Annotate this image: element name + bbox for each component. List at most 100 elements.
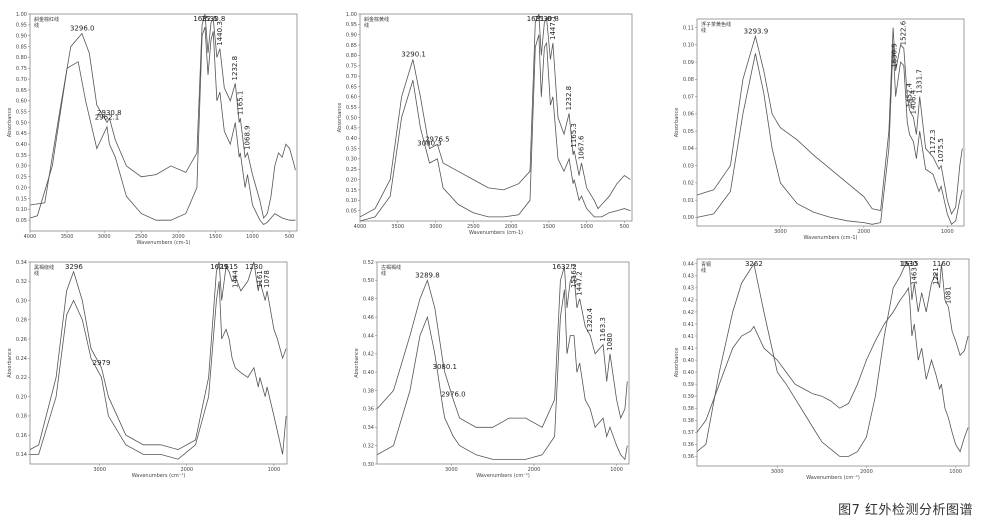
y-tick-label: 0.25	[346, 167, 357, 173]
y-tick-label: 0.50	[16, 120, 27, 126]
y-tick-label: 0.32	[16, 279, 27, 285]
peak-label: 1163.3	[599, 317, 607, 342]
y-tick-label: 0.35	[16, 153, 27, 159]
peak-label: 2962.1	[95, 114, 120, 122]
y-tick-label: 0.22	[16, 375, 27, 381]
y-tick-label: 0.04	[683, 146, 694, 152]
peak-label: 1530.8	[534, 15, 559, 23]
y-tick-label: 0.01	[683, 198, 694, 204]
y-tick-label: 0.09	[683, 60, 694, 66]
chart-title: 斜金棕黄线线	[364, 16, 389, 29]
peak-label: 3080.3	[417, 140, 442, 148]
spectrum-line-2	[697, 286, 969, 453]
x-tick-label: 2000	[172, 234, 185, 240]
spectrum-chart-6: 0.36 0.36 0.37 0.38 0.38 0.39 0.39 0.40 0.40 0.41…	[674, 258, 970, 481]
plot-frame	[29, 13, 298, 232]
y-tick-label: 0.55	[16, 109, 27, 115]
peak-label: 3290.1	[401, 51, 426, 59]
peak-label: 1232.8	[565, 86, 573, 111]
peak-label: 3293.9	[744, 27, 769, 35]
y-tick-label: 0.65	[346, 84, 357, 90]
x-tick-label: 3500	[61, 234, 74, 240]
peak-label: 1452.4	[906, 82, 914, 107]
y-tick-label: 0.32	[363, 443, 374, 449]
y-tick-label: 0.60	[346, 95, 357, 101]
x-tick-label: 1500	[209, 234, 222, 240]
peak-label: 2976.0	[441, 391, 466, 399]
y-tick-label: 0.39	[683, 382, 694, 388]
peak-label: 1068.9	[243, 125, 251, 150]
y-tick-label: 0.15	[16, 196, 27, 202]
peak-label: 1160	[932, 260, 950, 268]
peak-label: 2976.5	[425, 135, 450, 143]
plot-frame	[359, 13, 633, 222]
y-tick-label: 0.30	[346, 157, 357, 163]
y-tick-label: 0.18	[16, 414, 27, 420]
peak-label: 1632.5	[193, 15, 218, 23]
spectrum-line-2	[377, 289, 628, 461]
x-tick-label: 2000	[180, 467, 193, 473]
y-tick-label: 0.43	[683, 274, 694, 280]
x-axis-label: Wavenumbers (cm⁻¹)	[132, 473, 186, 479]
y-tick-label: 0.48	[363, 297, 374, 303]
y-tick-label: 0.24	[16, 356, 27, 362]
plot-frame	[696, 258, 970, 467]
peak-label: 1516.7	[570, 264, 578, 289]
x-tick-label: 1000	[941, 229, 954, 235]
x-axis-label: Wavenumbers (cm-1)	[469, 230, 523, 236]
peak-label: 1515	[901, 260, 919, 268]
peak-label: 1078	[263, 270, 271, 288]
y-tick-label: 0.75	[16, 66, 27, 72]
y-tick-label: 0.80	[16, 55, 27, 61]
y-tick-label: 0.30	[363, 462, 374, 468]
y-axis-label: Absorbance	[354, 348, 360, 378]
spectrum-line-1	[377, 266, 628, 428]
spectrum-panel-1: 0.05 0.10 0.15 0.20 0.25 0.30 0.35 0.40 0.45 0.50…	[6, 10, 301, 246]
y-tick-label: 0.06	[683, 112, 694, 118]
y-tick-label: 0.16	[16, 433, 27, 439]
peak-label: 1530.8	[201, 15, 226, 23]
peak-label: 1522.6	[900, 20, 908, 45]
y-tick-label: 0.42	[683, 310, 694, 316]
y-tick-label: 0.50	[363, 278, 374, 284]
x-tick-label: 2000	[528, 467, 541, 473]
chart-title: 黑褐绕线线	[34, 264, 54, 277]
spectrum-line-1	[30, 14, 296, 219]
x-tick-label: 2500	[135, 234, 148, 240]
y-tick-label: 0.42	[683, 298, 694, 304]
chart-title: 浮子茶黄色线线	[701, 21, 731, 34]
x-tick-label: 1000	[268, 467, 281, 473]
y-tick-label: 0.42	[363, 352, 374, 358]
x-tick-label: 2000	[858, 229, 871, 235]
y-tick-label: 0.15	[346, 188, 357, 194]
plot-frame	[29, 261, 288, 465]
y-tick-label: 0.20	[16, 394, 27, 400]
x-tick-label: 2000	[860, 469, 873, 475]
peak-label: 3289.8	[415, 271, 440, 279]
figure-caption: 图7 红外检测分析图谱	[838, 503, 973, 518]
y-tick-label: 0.14	[16, 452, 27, 458]
y-tick-label: 0.10	[346, 198, 357, 204]
y-tick-label: 0.95	[16, 23, 27, 29]
x-tick-label: 1000	[949, 469, 962, 475]
y-tick-label: 0.36	[683, 442, 694, 448]
y-tick-label: 0.90	[346, 33, 357, 39]
spectrum-line-1	[697, 262, 969, 457]
y-tick-label: 0.65	[16, 88, 27, 94]
y-tick-label: 0.45	[16, 131, 27, 137]
y-tick-label: 0.20	[346, 177, 357, 183]
peak-label: 3296	[65, 263, 83, 271]
y-tick-label: 0.95	[346, 22, 357, 28]
y-axis-label: Absorbance	[7, 348, 13, 378]
y-tick-label: 0.05	[683, 129, 694, 135]
y-tick-label: 0.40	[683, 358, 694, 364]
spectrum-chart-1: 0.05 0.10 0.15 0.20 0.25 0.30 0.35 0.40 0.45 0.50…	[7, 12, 298, 246]
plot-frame	[376, 261, 630, 465]
y-tick-label: 0.40	[363, 370, 374, 376]
y-tick-label: 0.35	[346, 146, 357, 152]
peak-label: 1444	[231, 270, 239, 288]
y-tick-label: 0.52	[363, 260, 374, 266]
y-tick-label: 0.36	[683, 454, 694, 460]
y-tick-label: 0.03	[683, 163, 694, 169]
y-tick-label: 0.05	[346, 208, 357, 214]
